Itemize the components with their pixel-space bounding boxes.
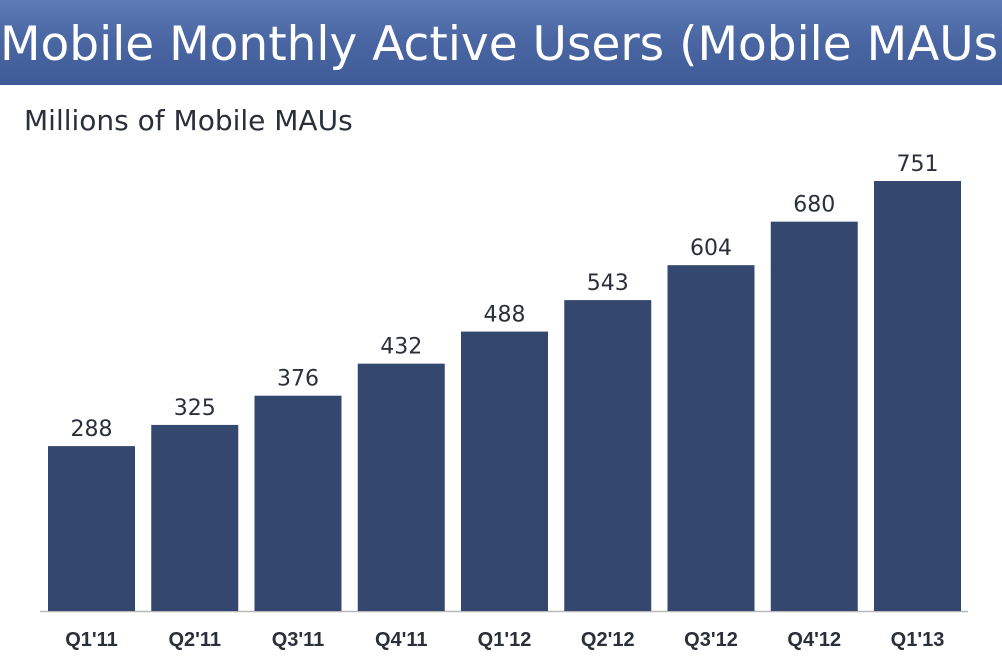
slide-title: Mobile Monthly Active Users (Mobile MAUs… — [0, 17, 1002, 72]
value-label-0: 288 — [71, 417, 113, 442]
category-label-4: Q1'12 — [478, 629, 532, 651]
category-label-5: Q2'12 — [581, 629, 635, 651]
category-label-6: Q3'12 — [684, 629, 738, 651]
category-label-1: Q2'11 — [168, 629, 221, 651]
value-label-2: 376 — [277, 367, 319, 392]
bar-1 — [151, 424, 239, 611]
value-label-4: 488 — [484, 303, 526, 328]
bar-4 — [461, 331, 548, 611]
value-label-8: 751 — [897, 152, 939, 177]
category-label-2: Q3'11 — [272, 629, 325, 651]
title-banner — [0, 0, 1002, 85]
value-label-7: 680 — [793, 193, 835, 218]
category-label-3: Q4'11 — [375, 629, 428, 651]
bar-2 — [254, 395, 342, 611]
bar-3 — [357, 363, 445, 611]
bar-6 — [667, 265, 755, 611]
chart-subtitle: Millions of Mobile MAUs — [24, 104, 353, 137]
bar-8 — [874, 181, 961, 611]
bar-5 — [564, 300, 652, 611]
value-label-5: 543 — [587, 271, 629, 296]
value-label-1: 325 — [174, 396, 216, 421]
bar-7 — [770, 221, 858, 611]
bar-0 — [48, 446, 135, 611]
value-label-3: 432 — [380, 335, 422, 360]
category-label-0: Q1'11 — [65, 629, 118, 651]
value-label-6: 604 — [690, 236, 732, 261]
category-label-8: Q1'13 — [891, 629, 945, 651]
category-label-7: Q4'12 — [787, 629, 841, 651]
